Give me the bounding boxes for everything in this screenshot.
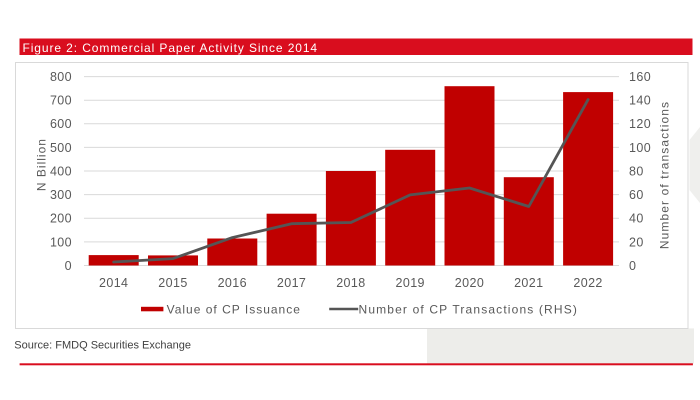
svg-text:100: 100	[629, 141, 651, 155]
svg-text:500: 500	[50, 141, 72, 155]
svg-text:0: 0	[65, 259, 72, 273]
svg-text:2020: 2020	[455, 276, 484, 290]
svg-text:700: 700	[50, 94, 72, 108]
svg-text:400: 400	[50, 164, 72, 178]
svg-text:160: 160	[629, 70, 651, 84]
svg-text:2016: 2016	[218, 276, 247, 290]
svg-text:140: 140	[629, 94, 651, 108]
svg-text:2021: 2021	[514, 276, 543, 290]
svg-text:2017: 2017	[277, 276, 306, 290]
svg-text:0: 0	[629, 259, 636, 273]
svg-text:20: 20	[629, 235, 644, 249]
svg-text:2019: 2019	[395, 276, 424, 290]
svg-text:80: 80	[629, 164, 644, 178]
svg-text:100: 100	[50, 235, 72, 249]
svg-text:200: 200	[50, 212, 72, 226]
svg-text:40: 40	[629, 212, 644, 226]
svg-text:300: 300	[50, 188, 72, 202]
svg-text:N Billion: N Billion	[35, 138, 49, 191]
svg-text:Source: FMDQ Securities Exchan: Source: FMDQ Securities Exchange	[14, 339, 191, 351]
svg-text:2014: 2014	[99, 276, 128, 290]
svg-text:60: 60	[629, 188, 644, 202]
svg-text:800: 800	[50, 70, 72, 84]
svg-text:Figure 2: Commercial Paper Act: Figure 2: Commercial Paper Activity Sinc…	[23, 41, 319, 55]
svg-text:2018: 2018	[336, 276, 365, 290]
svg-text:120: 120	[629, 117, 651, 131]
svg-text:2022: 2022	[573, 276, 602, 290]
svg-text:600: 600	[50, 117, 72, 131]
svg-text:2015: 2015	[158, 276, 187, 290]
svg-text:Number of transactions: Number of transactions	[657, 101, 671, 249]
svg-text:Number of CP Transactions (RHS: Number of CP Transactions (RHS)	[359, 302, 579, 316]
svg-text:Value of CP Issuance: Value of CP Issuance	[167, 302, 301, 316]
